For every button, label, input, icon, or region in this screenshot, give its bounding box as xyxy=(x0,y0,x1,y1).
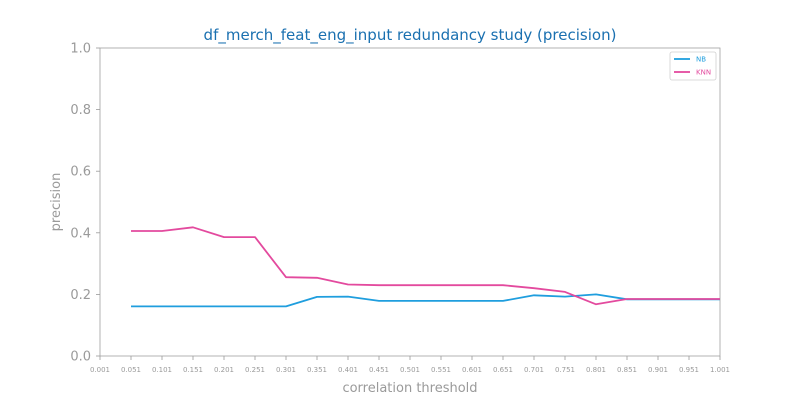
y-tick-label: 0.6 xyxy=(70,165,91,180)
x-tick-label: 0.751 xyxy=(555,366,575,374)
x-axis-label: correlation threshold xyxy=(342,381,477,396)
x-tick-label: 0.101 xyxy=(152,366,172,374)
x-tick-label: 0.401 xyxy=(338,366,358,374)
x-tick-label: 0.901 xyxy=(648,366,668,374)
y-tick-label: 0.4 xyxy=(70,226,91,241)
y-tick-label: 1.0 xyxy=(70,42,91,57)
legend-label: KNN xyxy=(696,69,711,77)
x-tick-label: 0.501 xyxy=(400,366,420,374)
x-tick-label: 0.201 xyxy=(214,366,234,374)
y-tick-label: 0.2 xyxy=(70,288,91,303)
x-tick-label: 0.451 xyxy=(369,366,389,374)
x-tick-label: 0.151 xyxy=(183,366,203,374)
x-tick-label: 0.551 xyxy=(431,366,451,374)
y-tick-label: 0.8 xyxy=(70,103,91,118)
y-tick-label: 0.0 xyxy=(70,350,91,365)
x-tick-label: 1.001 xyxy=(710,366,730,374)
x-tick-label: 0.001 xyxy=(90,366,110,374)
x-tick-label: 0.051 xyxy=(121,366,141,374)
y-axis-label: precision xyxy=(49,173,64,232)
x-tick-label: 0.301 xyxy=(276,366,296,374)
series-lines xyxy=(131,226,720,308)
series-line-knn xyxy=(131,226,720,306)
y-axis: 0.0 0.2 0.4 0.6 0.8 1.0 xyxy=(70,42,100,365)
x-tick-label: 0.801 xyxy=(586,366,606,374)
x-tick-label: 0.951 xyxy=(679,366,699,374)
x-tick-label: 0.701 xyxy=(524,366,544,374)
x-tick-label: 0.651 xyxy=(493,366,513,374)
chart-title: df_merch_feat_eng_input redundancy study… xyxy=(204,26,617,45)
x-tick-label: 0.851 xyxy=(617,366,637,374)
series-line-nb xyxy=(131,293,720,308)
legend: NB KNN xyxy=(669,51,717,81)
x-tick-label: 0.601 xyxy=(462,366,482,374)
plot-area xyxy=(99,47,721,357)
x-tick-label: 0.351 xyxy=(307,366,327,374)
legend-label: NB xyxy=(696,56,706,64)
x-axis: 0.001 0.051 0.101 0.151 0.201 0.251 0.301 0.351… xyxy=(90,356,730,374)
x-tick-label: 0.251 xyxy=(245,366,265,374)
